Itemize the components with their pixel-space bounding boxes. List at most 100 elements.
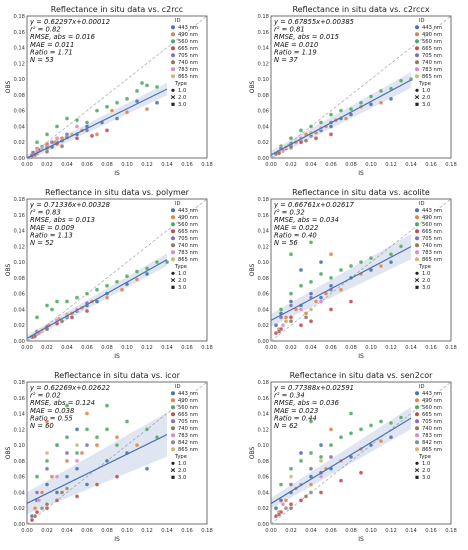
data-point	[358, 427, 364, 432]
data-point	[288, 299, 294, 304]
data-point	[308, 490, 314, 495]
y-tick-label: 0.14	[13, 229, 25, 235]
x-tick-label: 0.18	[445, 528, 457, 534]
x-tick-label: 0.14	[405, 345, 417, 351]
legend-label: 490 nm	[178, 398, 198, 404]
data-point	[378, 100, 384, 105]
data-point	[104, 427, 110, 432]
data-point	[280, 502, 286, 507]
legend-type-marker-square	[171, 475, 175, 479]
y-tick-label: 0.08	[257, 459, 269, 465]
y-tick-label: 0.00	[257, 339, 269, 345]
legend-label: 740 nm	[178, 243, 198, 249]
data-point	[104, 458, 110, 464]
y-tick-label: 0.06	[13, 109, 25, 115]
data-point	[298, 498, 304, 503]
data-point	[94, 482, 100, 487]
identity-line	[270, 198, 452, 342]
data-point	[288, 482, 294, 487]
legend-marker	[171, 447, 175, 452]
y-tick-label: 0.02	[13, 506, 25, 512]
data-point	[378, 88, 384, 94]
data-point	[74, 466, 80, 471]
legend-label: 865 nm	[422, 74, 442, 80]
x-axis-label: IS	[114, 353, 120, 360]
data-point	[348, 263, 354, 269]
legend-type-label: 1.0	[178, 88, 186, 94]
stats-line: r² = 0.32	[274, 209, 305, 217]
data-point	[318, 442, 324, 448]
data-point	[378, 263, 384, 269]
data-point	[64, 450, 70, 456]
legend-type-label: 3.0	[178, 285, 186, 291]
chart-title: Reflectance in situ data vs. c2rccx	[292, 5, 429, 14]
y-axis-label: OBS	[5, 81, 12, 94]
x-tick-label: 0.00	[21, 345, 33, 351]
legend-type-label: 2.0	[178, 278, 186, 284]
data-point	[318, 259, 324, 265]
data-point	[308, 466, 314, 471]
confidence-band	[271, 72, 411, 159]
stats-line: Ratio = 1.19	[274, 48, 317, 56]
data-point	[378, 419, 384, 424]
legend-label: 665 nm	[422, 229, 442, 235]
x-tick-label: 0.18	[201, 162, 213, 168]
legend-label: 705 nm	[178, 236, 198, 242]
y-tick-label: 0.08	[13, 459, 25, 465]
data-point	[328, 112, 334, 117]
legend-marker	[415, 74, 419, 79]
legend-label: 560 nm	[178, 222, 198, 228]
legend-type-marker-circle	[171, 271, 175, 275]
x-tick-label: 0.08	[345, 345, 357, 351]
legend-marker	[171, 208, 175, 213]
data-point	[328, 454, 334, 460]
y-tick-label: 0.06	[13, 475, 25, 481]
chart-panel-6: Reflectance in situ data vs. sen2cor 0.00…	[249, 371, 457, 543]
data-point	[74, 117, 80, 123]
stats-line: r² = 0.82	[30, 26, 61, 34]
data-point	[44, 149, 50, 154]
y-tick-label: 0.14	[257, 412, 269, 418]
data-point	[54, 124, 60, 129]
data-point	[74, 124, 80, 129]
y-tick-label: 0.06	[13, 292, 25, 298]
legend-type-title: Type	[418, 81, 431, 87]
stats-line: Ratio = 1.71	[30, 48, 73, 56]
data-point	[338, 108, 344, 113]
legend-marker	[415, 208, 419, 213]
data-point	[44, 141, 50, 146]
legend-label: 490 nm	[178, 215, 198, 221]
y-tick-label: 0.10	[257, 77, 269, 83]
y-tick-label: 0.16	[257, 396, 269, 402]
legend-label: 560 nm	[422, 39, 442, 45]
identity-line	[26, 381, 208, 525]
legend-type-label: 3.0	[422, 475, 430, 481]
x-tick-label: 0.14	[405, 162, 417, 168]
x-axis-label: IS	[114, 536, 120, 543]
chart-title: Reflectance in situ data vs. sen2cor	[290, 371, 434, 380]
data-point	[94, 442, 100, 448]
x-tick-label: 0.02	[285, 528, 297, 534]
data-point	[328, 275, 334, 281]
legend-label: 490 nm	[178, 32, 198, 38]
data-point	[288, 319, 294, 324]
stats-line: N = 62	[274, 422, 298, 430]
data-point	[368, 423, 374, 428]
x-tick-label: 0.06	[81, 528, 93, 534]
x-tick-label: 0.08	[101, 345, 113, 351]
y-tick-label: 0.04	[257, 124, 269, 130]
legend-id-title: ID	[175, 18, 181, 24]
y-tick-label: 0.12	[257, 427, 269, 433]
data-point	[84, 482, 90, 487]
x-tick-label: 0.04	[61, 528, 73, 534]
data-point	[308, 240, 314, 245]
data-point	[34, 140, 40, 145]
legend-marker	[415, 440, 419, 445]
y-tick-label: 0.16	[13, 396, 25, 402]
stats-line: N = 60	[30, 422, 54, 430]
legend-id-title: ID	[419, 18, 425, 24]
data-point	[298, 307, 304, 312]
regression-line	[270, 79, 412, 156]
legend-type-marker-cross	[414, 278, 420, 283]
data-point	[283, 319, 289, 324]
